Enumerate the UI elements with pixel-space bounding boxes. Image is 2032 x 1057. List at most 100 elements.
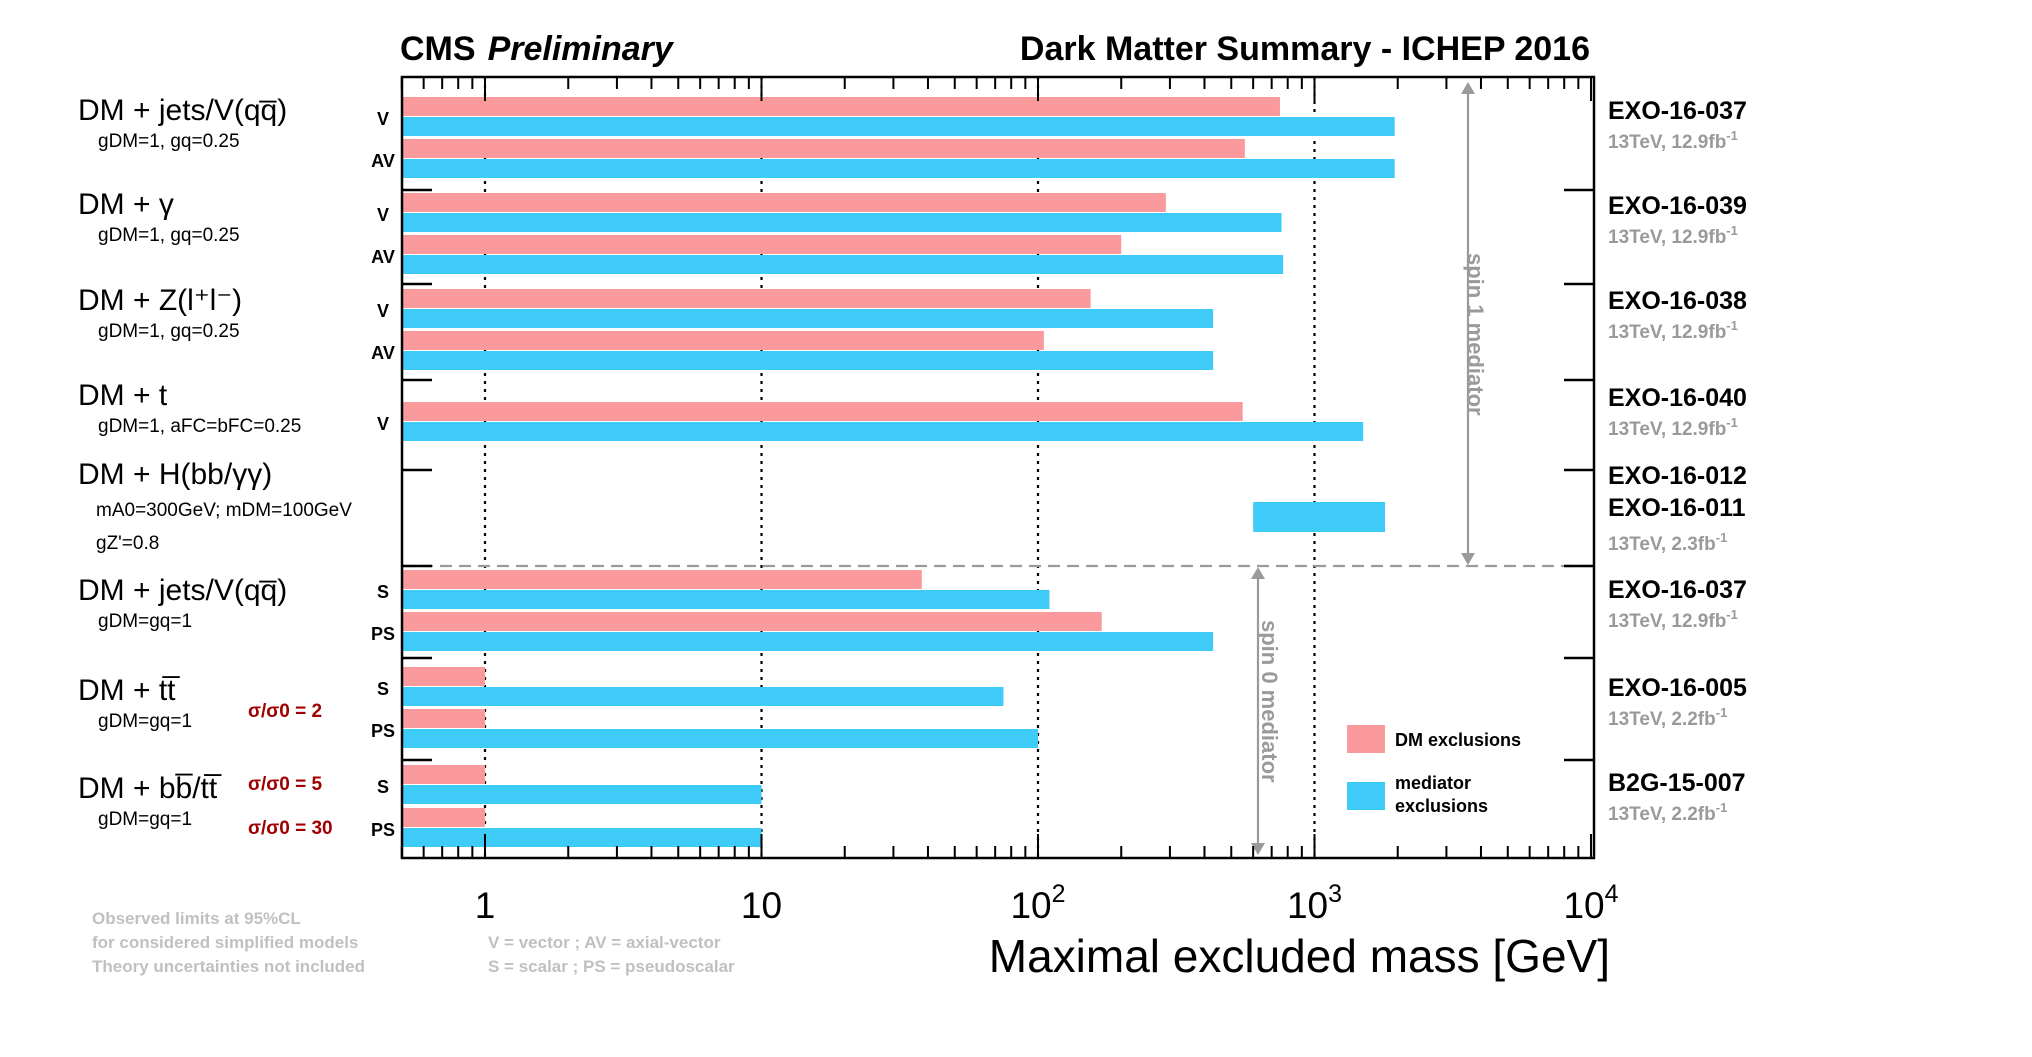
plot-frame	[400, 75, 1596, 860]
bar-dm-row-9	[402, 612, 1102, 631]
bar-dm-row-13	[402, 808, 485, 827]
analysis-ref-5: EXO-16-037	[1608, 576, 1747, 604]
tick-label-3: 103	[1287, 880, 1342, 926]
coupling-label-5: gDM=gq=1	[98, 611, 192, 632]
bar-dm-row-11	[402, 709, 485, 728]
analysis-lumi-4: 13TeV, 2.3fb-1	[1608, 530, 1727, 555]
notes-right: V = vector ; AV = axial-vector S = scala…	[488, 933, 735, 976]
chart-title: Dark Matter Summary - ICHEP 2016	[1020, 30, 1590, 68]
spin1-mediator-label: spin 1 mediator	[1463, 253, 1488, 416]
analysis-lumi-0: 13TeV, 12.9fb-1	[1608, 128, 1738, 153]
bar-type-label-3: AV	[371, 247, 395, 267]
analysis-lumi-2: 13TeV, 12.9fb-1	[1608, 318, 1738, 343]
spin1-arrow-head-top	[1461, 82, 1475, 94]
bar-dm-row-0	[402, 97, 1280, 116]
note-line-2: for considered simplified models	[92, 933, 358, 952]
tick-label-0: 1	[475, 885, 496, 926]
bar-mediator-row-4	[402, 309, 1214, 328]
experiment-label: CMS Preliminary	[400, 30, 675, 68]
legend-dm-label: DM exclusions	[1395, 730, 1521, 750]
tick-label-4: 104	[1563, 880, 1618, 926]
process-label-2: DM + Z(l⁺l⁻)	[78, 284, 242, 317]
bar-mediator-row-2	[402, 213, 1282, 232]
legend-mediator-label-1: mediator	[1395, 773, 1471, 793]
bar-type-label-4: V	[377, 301, 389, 321]
bar-mediator-row-13	[402, 828, 762, 847]
plot-border	[400, 75, 1596, 860]
process-label-7: DM + bb̅/tt̅	[78, 772, 222, 805]
bar-type-label-11: PS	[371, 721, 395, 741]
bar-mediator-row-12	[402, 785, 762, 804]
bar-type-label-0: V	[377, 109, 389, 129]
bar-type-label-10: S	[377, 679, 389, 699]
bar-mediator-row-11	[402, 729, 1038, 748]
bar-dm-row-1	[402, 139, 1245, 158]
ratio-label-2: σ/σ0 = 2	[248, 701, 322, 722]
ratio-label-5: σ/σ0 = 5	[248, 774, 322, 795]
analysis-ref-3: EXO-16-040	[1608, 384, 1747, 412]
coupling-label-3: gDM=1, aFC=bFC=0.25	[98, 416, 301, 437]
coupling-label-4: mA0=300GeV; mDM=100GeV	[96, 500, 352, 521]
analysis-ref-7: B2G-15-007	[1608, 769, 1746, 797]
process-label-5: DM + jets/V(qq̅)	[78, 574, 287, 607]
bar-dm-row-4	[402, 289, 1091, 308]
note-line-1: Observed limits at 95%CL	[92, 909, 301, 928]
bar-dm-row-5	[402, 331, 1044, 350]
bar-type-label-2: V	[377, 205, 389, 225]
row-type-labels: V AV V AV V AV V S PS S PS S PS	[371, 109, 395, 840]
bar-mediator-row-1	[402, 159, 1395, 178]
bar-type-label-6: V	[377, 414, 389, 434]
analysis-ref-4: EXO-16-012	[1608, 462, 1747, 490]
coupling-label-4-b: gZ'=0.8	[96, 533, 159, 554]
analysis-ref-2: EXO-16-038	[1608, 287, 1747, 315]
note-abbrev-2: S = scalar ; PS = pseudoscalar	[488, 957, 735, 976]
tick-label-1: 10	[741, 885, 782, 926]
notes-left: Observed limits at 95%CL for considered …	[92, 909, 365, 976]
note-abbrev-1: V = vector ; AV = axial-vector	[488, 933, 721, 952]
legend-mediator-swatch	[1347, 782, 1385, 810]
analysis-ref-6: EXO-16-005	[1608, 674, 1747, 702]
bar-type-label-13: PS	[371, 820, 395, 840]
analysis-labels: EXO-16-037 13TeV, 12.9fb-1 EXO-16-039 13TeV…	[1608, 97, 1747, 825]
bar-dm-row-2	[402, 193, 1166, 212]
coupling-label-6: gDM=gq=1	[98, 711, 192, 732]
analysis-lumi-1: 13TeV, 12.9fb-1	[1608, 223, 1738, 248]
bar-dm-row-3	[402, 235, 1122, 254]
process-label-3: DM + t	[78, 379, 168, 412]
bar-type-label-1: AV	[371, 151, 395, 171]
process-label-1: DM + γ	[78, 188, 174, 221]
bar-type-label-9: PS	[371, 624, 395, 644]
bar-dm-row-10	[402, 667, 485, 686]
process-label-6: DM + tt̅	[78, 674, 180, 707]
bar-mediator-row-0	[402, 117, 1395, 136]
analysis-ref-4-b: EXO-16-011	[1608, 494, 1746, 522]
bars	[402, 97, 1395, 847]
coupling-label-0: gDM=1, gq=0.25	[98, 131, 240, 152]
legend: DM exclusions mediator exclusions	[1347, 725, 1521, 816]
tick-label-2: 102	[1010, 880, 1065, 926]
bar-dm-row-8	[402, 570, 922, 589]
analysis-lumi-7: 13TeV, 2.2fb-1	[1608, 800, 1727, 825]
bar-mediator-range-row-7	[1253, 502, 1386, 532]
coupling-label-1: gDM=1, gq=0.25	[98, 225, 240, 246]
legend-mediator-label-2: exclusions	[1395, 796, 1488, 816]
bar-type-label-5: AV	[371, 343, 395, 363]
coupling-label-7: gDM=gq=1	[98, 809, 192, 830]
bar-mediator-row-8	[402, 590, 1050, 609]
bar-type-label-12: S	[377, 777, 389, 797]
bar-dm-row-12	[402, 765, 485, 784]
bar-mediator-row-9	[402, 632, 1214, 651]
analysis-lumi-5: 13TeV, 12.9fb-1	[1608, 607, 1738, 632]
bar-type-label-8: S	[377, 582, 389, 602]
process-labels: DM + jets/V(qq̅) gDM=1, gq=0.25 DM + γ gDM=…	[78, 94, 352, 830]
bar-mediator-row-5	[402, 351, 1214, 370]
coupling-label-2: gDM=1, gq=0.25	[98, 321, 240, 342]
note-line-3: Theory uncertainties not included	[92, 957, 365, 976]
spin0-mediator-label: spin 0 mediator	[1257, 620, 1282, 783]
spin0-arrow-head-bottom	[1251, 843, 1265, 855]
bar-mediator-row-6	[402, 422, 1364, 441]
bar-mediator-row-3	[402, 255, 1284, 274]
spin0-arrow-head-top	[1251, 567, 1265, 579]
ratio-label-30: σ/σ0 = 30	[248, 818, 333, 839]
